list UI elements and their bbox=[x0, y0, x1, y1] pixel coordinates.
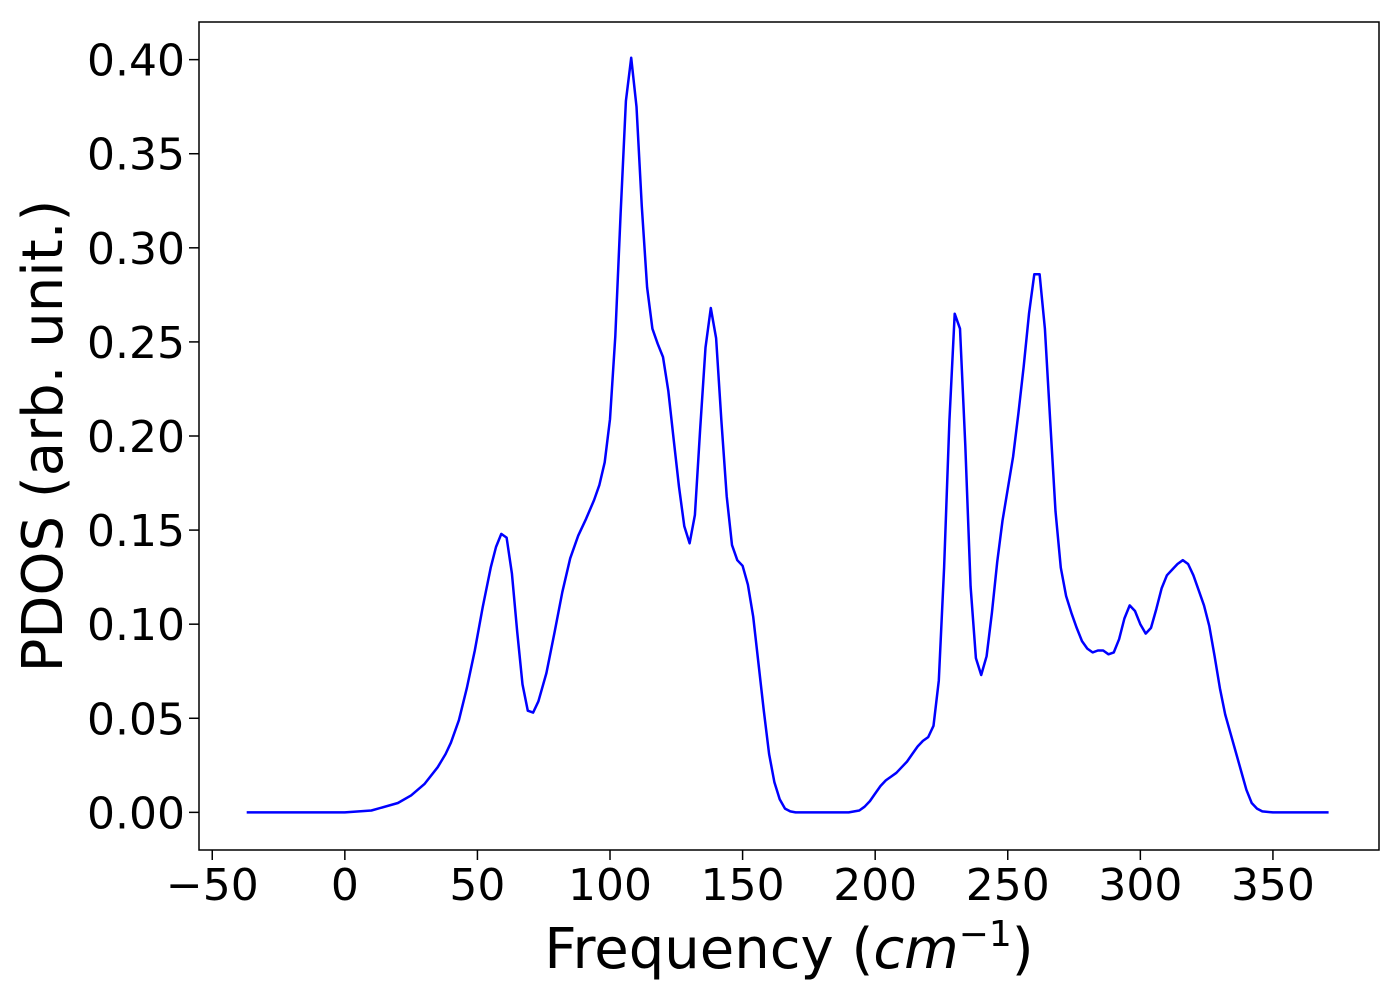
y-axis-ticks: 0.00 0.05 0.10 0.15 0.20 0.25 0.30 0.35 0.40 bbox=[87, 36, 199, 839]
x-axis-ticks: −50 0 50 100 150 200 250 300 350 bbox=[166, 850, 1315, 911]
y-tick-label: 0.35 bbox=[87, 130, 185, 181]
x-axis-unit: cm bbox=[873, 917, 958, 982]
y-tick-label: 0.05 bbox=[87, 694, 185, 745]
x-tick-label: 350 bbox=[1231, 860, 1315, 911]
x-axis-unit-exponent: −1 bbox=[959, 914, 1012, 955]
pdos-series-line bbox=[246, 56, 1329, 814]
y-tick-label: 0.15 bbox=[87, 506, 185, 557]
y-tick-label: 0.20 bbox=[87, 412, 185, 463]
y-axis-title: PDOS (arb. unit.) bbox=[11, 200, 76, 673]
y-tick-label: 0.40 bbox=[87, 36, 185, 87]
x-tick-label: 250 bbox=[966, 860, 1050, 911]
series-layer bbox=[246, 56, 1329, 814]
y-tick-label: 0.30 bbox=[87, 224, 185, 275]
x-tick-label: 0 bbox=[331, 860, 359, 911]
y-tick-label: 0.10 bbox=[87, 600, 185, 651]
plot-frame bbox=[198, 21, 1380, 851]
x-tick-label: 150 bbox=[701, 860, 785, 911]
x-axis-title: Frequency (cm−1) bbox=[544, 914, 1033, 982]
x-tick-label: −50 bbox=[166, 860, 259, 911]
x-tick-label: 50 bbox=[449, 860, 505, 911]
x-tick-label: 300 bbox=[1098, 860, 1182, 911]
x-tick-label: 200 bbox=[833, 860, 917, 911]
x-tick-label: 100 bbox=[568, 860, 652, 911]
y-tick-label: 0.25 bbox=[87, 318, 185, 369]
x-axis-title-text: Frequency bbox=[544, 917, 833, 982]
y-tick-label: 0.00 bbox=[87, 788, 185, 839]
